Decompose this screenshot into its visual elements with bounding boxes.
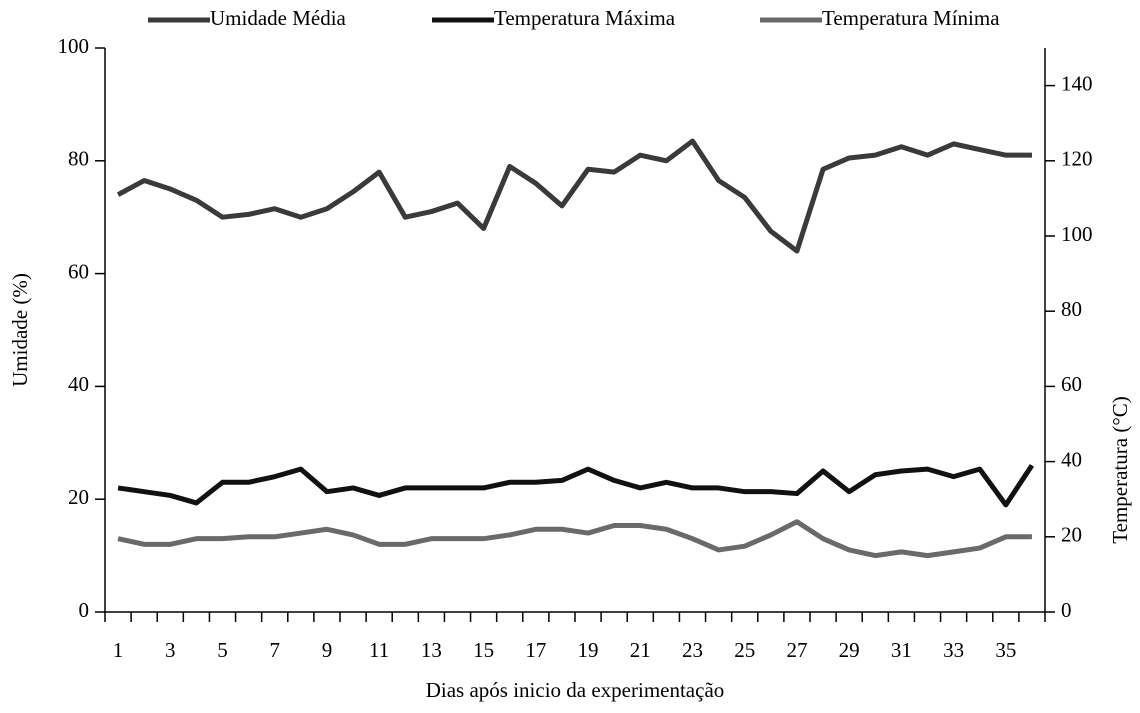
y2-tick-label: 20 [1061,523,1082,547]
x-tick-label: 29 [839,638,860,662]
y2-axis-label: Temperatura (°C) [1108,396,1132,543]
x-tick-label: 23 [682,638,703,662]
y-tick-label: 80 [68,147,89,171]
x-tick-label: 17 [525,638,546,662]
y-tick-label: 0 [79,598,90,622]
x-tick-label: 31 [891,638,912,662]
x-tick-label: 27 [786,638,807,662]
series-line [117,519,1032,559]
legend-label: Umidade Média [210,6,347,30]
y2-tick-label: 60 [1061,372,1082,396]
y2-tick-label: 40 [1061,447,1082,471]
y2-tick-label: 120 [1061,147,1093,171]
x-tick-label: 5 [217,638,228,662]
y2-tick-label: 100 [1061,222,1093,246]
x-tick-label: 3 [165,638,176,662]
legend-label: Temperatura Máxima [494,6,676,30]
y-tick-label: 100 [58,34,90,58]
legend-label: Temperatura Mínima [822,6,1000,30]
y-tick-label: 40 [68,372,89,396]
series-line [117,463,1035,508]
x-tick-label: 19 [578,638,599,662]
x-tick-label: 1 [113,638,124,662]
y-tick-label: 20 [68,485,89,509]
y-axis-label: Umidade (%) [8,273,32,387]
x-tick-label: 21 [630,638,651,662]
y2-tick-label: 80 [1061,297,1082,321]
x-tick-label: 7 [269,638,280,662]
x-tick-label: 13 [421,638,442,662]
x-tick-label: 33 [943,638,964,662]
x-axis-label: Dias após inicio da experimentação [426,678,725,702]
series-line [116,138,1032,254]
y2-tick-label: 140 [1061,71,1093,95]
x-tick-label: 15 [473,638,494,662]
x-tick-label: 35 [995,638,1016,662]
x-tick-label: 11 [369,638,389,662]
y2-tick-label: 0 [1061,598,1072,622]
x-tick-label: 9 [322,638,333,662]
x-tick-label: 25 [734,638,755,662]
y-tick-label: 60 [68,259,89,283]
